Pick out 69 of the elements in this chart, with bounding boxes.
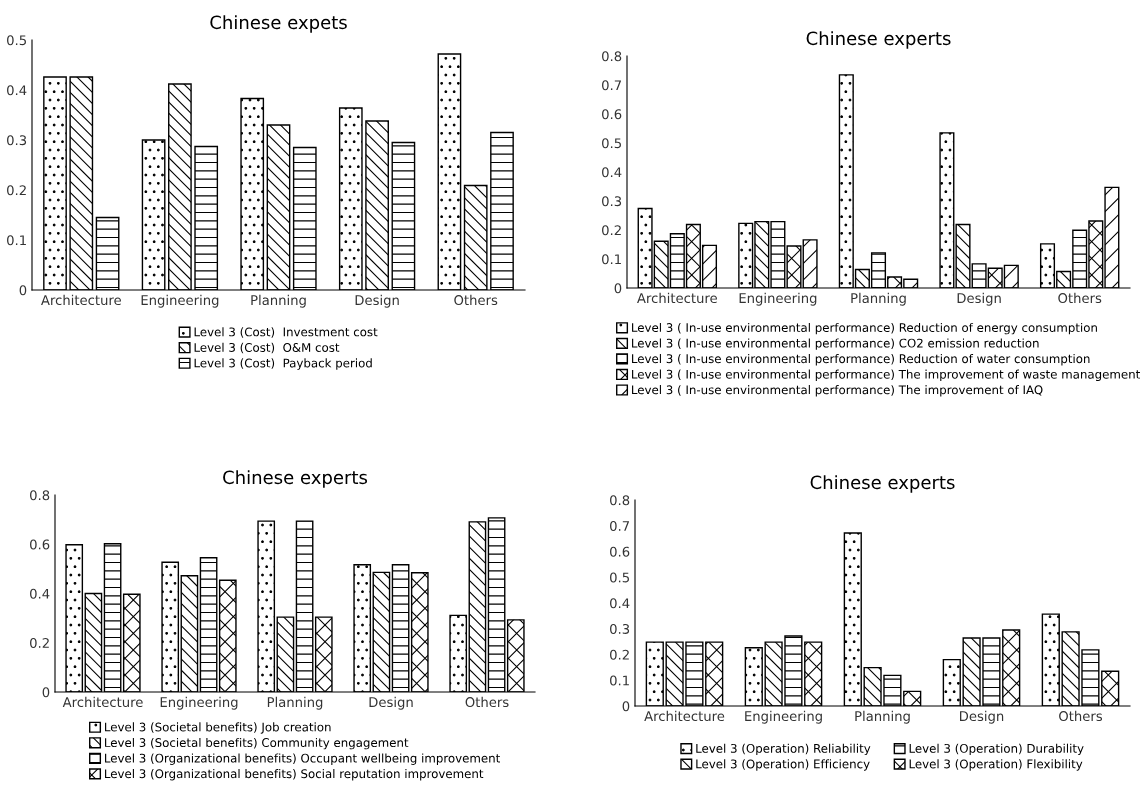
x-tick-label: Engineering (745, 710, 822, 724)
chart-title: Chinese experts (806, 31, 951, 49)
x-tick-label: Planning (855, 710, 910, 724)
chart-title: Chinese expets (210, 15, 347, 33)
y-tick-label: 0.5 (602, 138, 621, 149)
y-tick-label: 0 (614, 283, 622, 294)
x-tick-label: Others (465, 696, 509, 708)
x-tick-label: Others (1059, 710, 1103, 722)
x-tick-label: Architecture (41, 294, 121, 306)
x-tick-label: Engineering (739, 292, 817, 306)
y-tick-label: 0 (19, 285, 27, 296)
legend-label: Level 3 (Organizational benefits) Occupant wellbeing improvement (105, 753, 500, 765)
legend-label: Level 3 ( In-use environmental performance) The improvement of waste management (632, 369, 1140, 381)
y-tick-label: 0.4 (7, 85, 27, 96)
x-tick-label: Design (957, 292, 1001, 306)
x-tick-label: Design (960, 710, 1004, 724)
y-tick-label: 0.6 (610, 546, 630, 557)
y-tick-label: 0.2 (7, 185, 26, 196)
legend-label: Level 3 (Organizational benefits) Social reputation improvement (105, 769, 484, 781)
y-tick-label: 0.8 (602, 51, 622, 62)
chart-title: Chinese experts (223, 470, 368, 488)
x-tick-label: Engineering (141, 294, 219, 308)
y-tick-label: 0.5 (7, 35, 26, 46)
legend-label: Level 3 (Cost) O&M cost (194, 342, 340, 354)
legend-label: Level 3 ( In-use environmental performance) Reduction of energy consumption (632, 322, 1097, 335)
y-tick-label: 0 (622, 701, 630, 712)
y-tick-label: 0.3 (610, 623, 630, 634)
legend-label: Level 3 ( In-use environmental performance) The improvement of IAQ (632, 385, 1043, 397)
legend-label: Level 3 (Operation) Reliability (696, 743, 871, 756)
y-tick-label: 0.1 (602, 254, 621, 265)
y-tick-label: 0.7 (610, 520, 630, 531)
y-tick-label: 0.2 (30, 637, 49, 648)
legend-label: Level 3 (Operation) Durability (909, 743, 1084, 756)
y-tick-label: 0 (42, 687, 50, 698)
legend-label: Level 3 (Societal benefits) Community engagement (105, 737, 409, 750)
y-tick-label: 0.3 (602, 196, 622, 207)
x-tick-label: Others (454, 294, 498, 306)
y-tick-label: 0.5 (610, 572, 629, 583)
y-tick-label: 0.8 (610, 495, 630, 506)
y-tick-label: 0.4 (30, 588, 50, 599)
y-tick-label: 0.1 (610, 675, 629, 686)
y-tick-label: 0.6 (30, 539, 50, 550)
x-tick-label: Planning (851, 292, 906, 306)
y-tick-label: 0.2 (602, 225, 621, 236)
y-tick-label: 0.4 (610, 598, 630, 609)
y-tick-label: 0.2 (610, 649, 629, 660)
y-tick-label: 0.7 (602, 80, 622, 91)
x-tick-label: Others (1058, 292, 1102, 304)
x-tick-label: Engineering (160, 696, 238, 710)
x-tick-label: Planning (251, 294, 306, 308)
legend-label: Level 3 (Cost) Investment cost (194, 327, 378, 338)
x-tick-label: Design (369, 696, 413, 710)
legend-label: Level 3 (Operation) Efficiency (696, 759, 870, 771)
y-tick-label: 0.1 (7, 235, 26, 246)
x-tick-label: Design (355, 294, 399, 308)
legend-label: Level 3 (Operation) Flexibility (909, 759, 1083, 771)
x-tick-label: Architecture (637, 292, 717, 304)
x-tick-label: Planning (267, 696, 323, 710)
chart-title: Chinese experts (810, 475, 955, 493)
x-tick-label: Architecture (62, 696, 143, 708)
legend-label: Level 3 (Societal benefits) Job creation (105, 722, 331, 734)
x-tick-label: Architecture (644, 710, 725, 722)
legend-label: Level 3 (Cost) Payback period (194, 358, 372, 370)
y-tick-label: 0.4 (602, 167, 622, 178)
legend-label: Level 3 ( In-use environmental performance) Reduction of water consumption (632, 354, 1090, 366)
y-tick-label: 0.3 (7, 135, 27, 146)
legend-label: Level 3 ( In-use environmental performance) CO2 emission reduction (632, 338, 1039, 350)
y-tick-label: 0.6 (602, 109, 622, 120)
y-tick-label: 0.8 (30, 490, 50, 501)
